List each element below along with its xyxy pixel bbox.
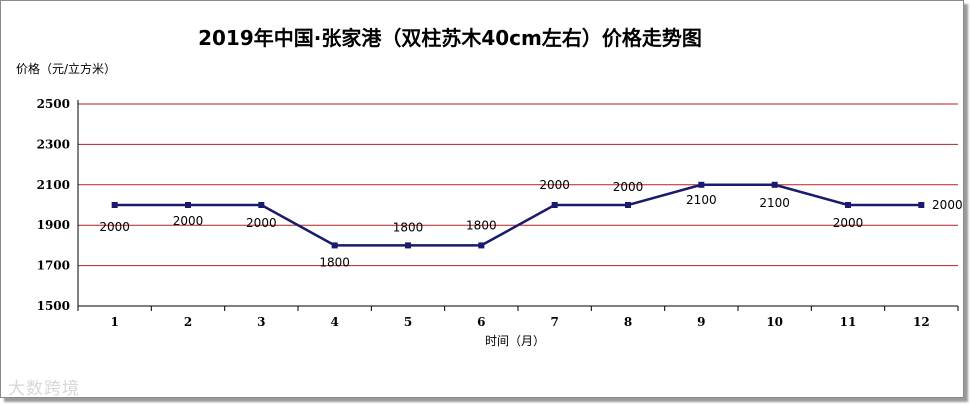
data-point <box>331 242 338 249</box>
y-tick-label: 2500 <box>37 97 70 111</box>
data-label: 2000 <box>613 180 644 194</box>
data-label: 2000 <box>833 216 864 230</box>
x-tick-label: 12 <box>913 315 930 329</box>
data-label: 1800 <box>393 220 424 234</box>
x-tick-label: 9 <box>697 315 705 329</box>
watermark: 大数跨境 <box>8 379 80 399</box>
data-point <box>185 202 191 208</box>
x-axis-label: 时间（月） <box>484 334 545 348</box>
x-tick-label: 6 <box>477 315 485 329</box>
data-point <box>551 202 558 208</box>
x-tick-label: 2 <box>184 315 192 329</box>
x-tick-label: 11 <box>840 315 857 329</box>
data-point <box>111 202 118 208</box>
x-tick-label: 4 <box>330 315 338 329</box>
x-tick-label: 10 <box>766 315 783 329</box>
data-point <box>625 202 631 208</box>
y-tick-label: 2300 <box>37 137 70 151</box>
data-point <box>698 181 705 188</box>
y-axis-label: 价格（元/立方米） <box>16 62 117 76</box>
data-label: 1800 <box>319 255 350 269</box>
data-label: 2000 <box>539 178 570 192</box>
x-tick-label: 8 <box>624 315 632 329</box>
data-label: 1800 <box>466 218 497 232</box>
data-point <box>258 202 265 208</box>
data-label: 2100 <box>686 193 717 207</box>
y-tick-label: 2100 <box>37 178 70 192</box>
data-point <box>405 242 411 249</box>
data-point <box>918 202 925 208</box>
chart-title: 2019年中国·张家港（双柱苏木40cm左右）价格走势图 <box>198 26 702 50</box>
x-tick-label: 5 <box>404 315 412 329</box>
data-point <box>845 202 851 208</box>
x-tick-label: 1 <box>110 315 118 329</box>
series-line <box>114 183 922 247</box>
chart-frame <box>0 0 964 398</box>
x-tick-label: 3 <box>257 315 265 329</box>
data-point <box>771 181 778 188</box>
data-point <box>478 242 485 249</box>
y-tick-label: 1700 <box>37 259 70 273</box>
data-label: 2000 <box>173 214 204 228</box>
data-label: 2000 <box>932 198 963 212</box>
x-tick-label: 7 <box>550 315 558 329</box>
data-label: 2000 <box>99 220 130 234</box>
data-label: 2100 <box>759 196 790 210</box>
y-tick-label: 1500 <box>37 299 70 313</box>
y-tick-label: 1900 <box>37 218 70 232</box>
data-label: 2000 <box>246 216 277 230</box>
